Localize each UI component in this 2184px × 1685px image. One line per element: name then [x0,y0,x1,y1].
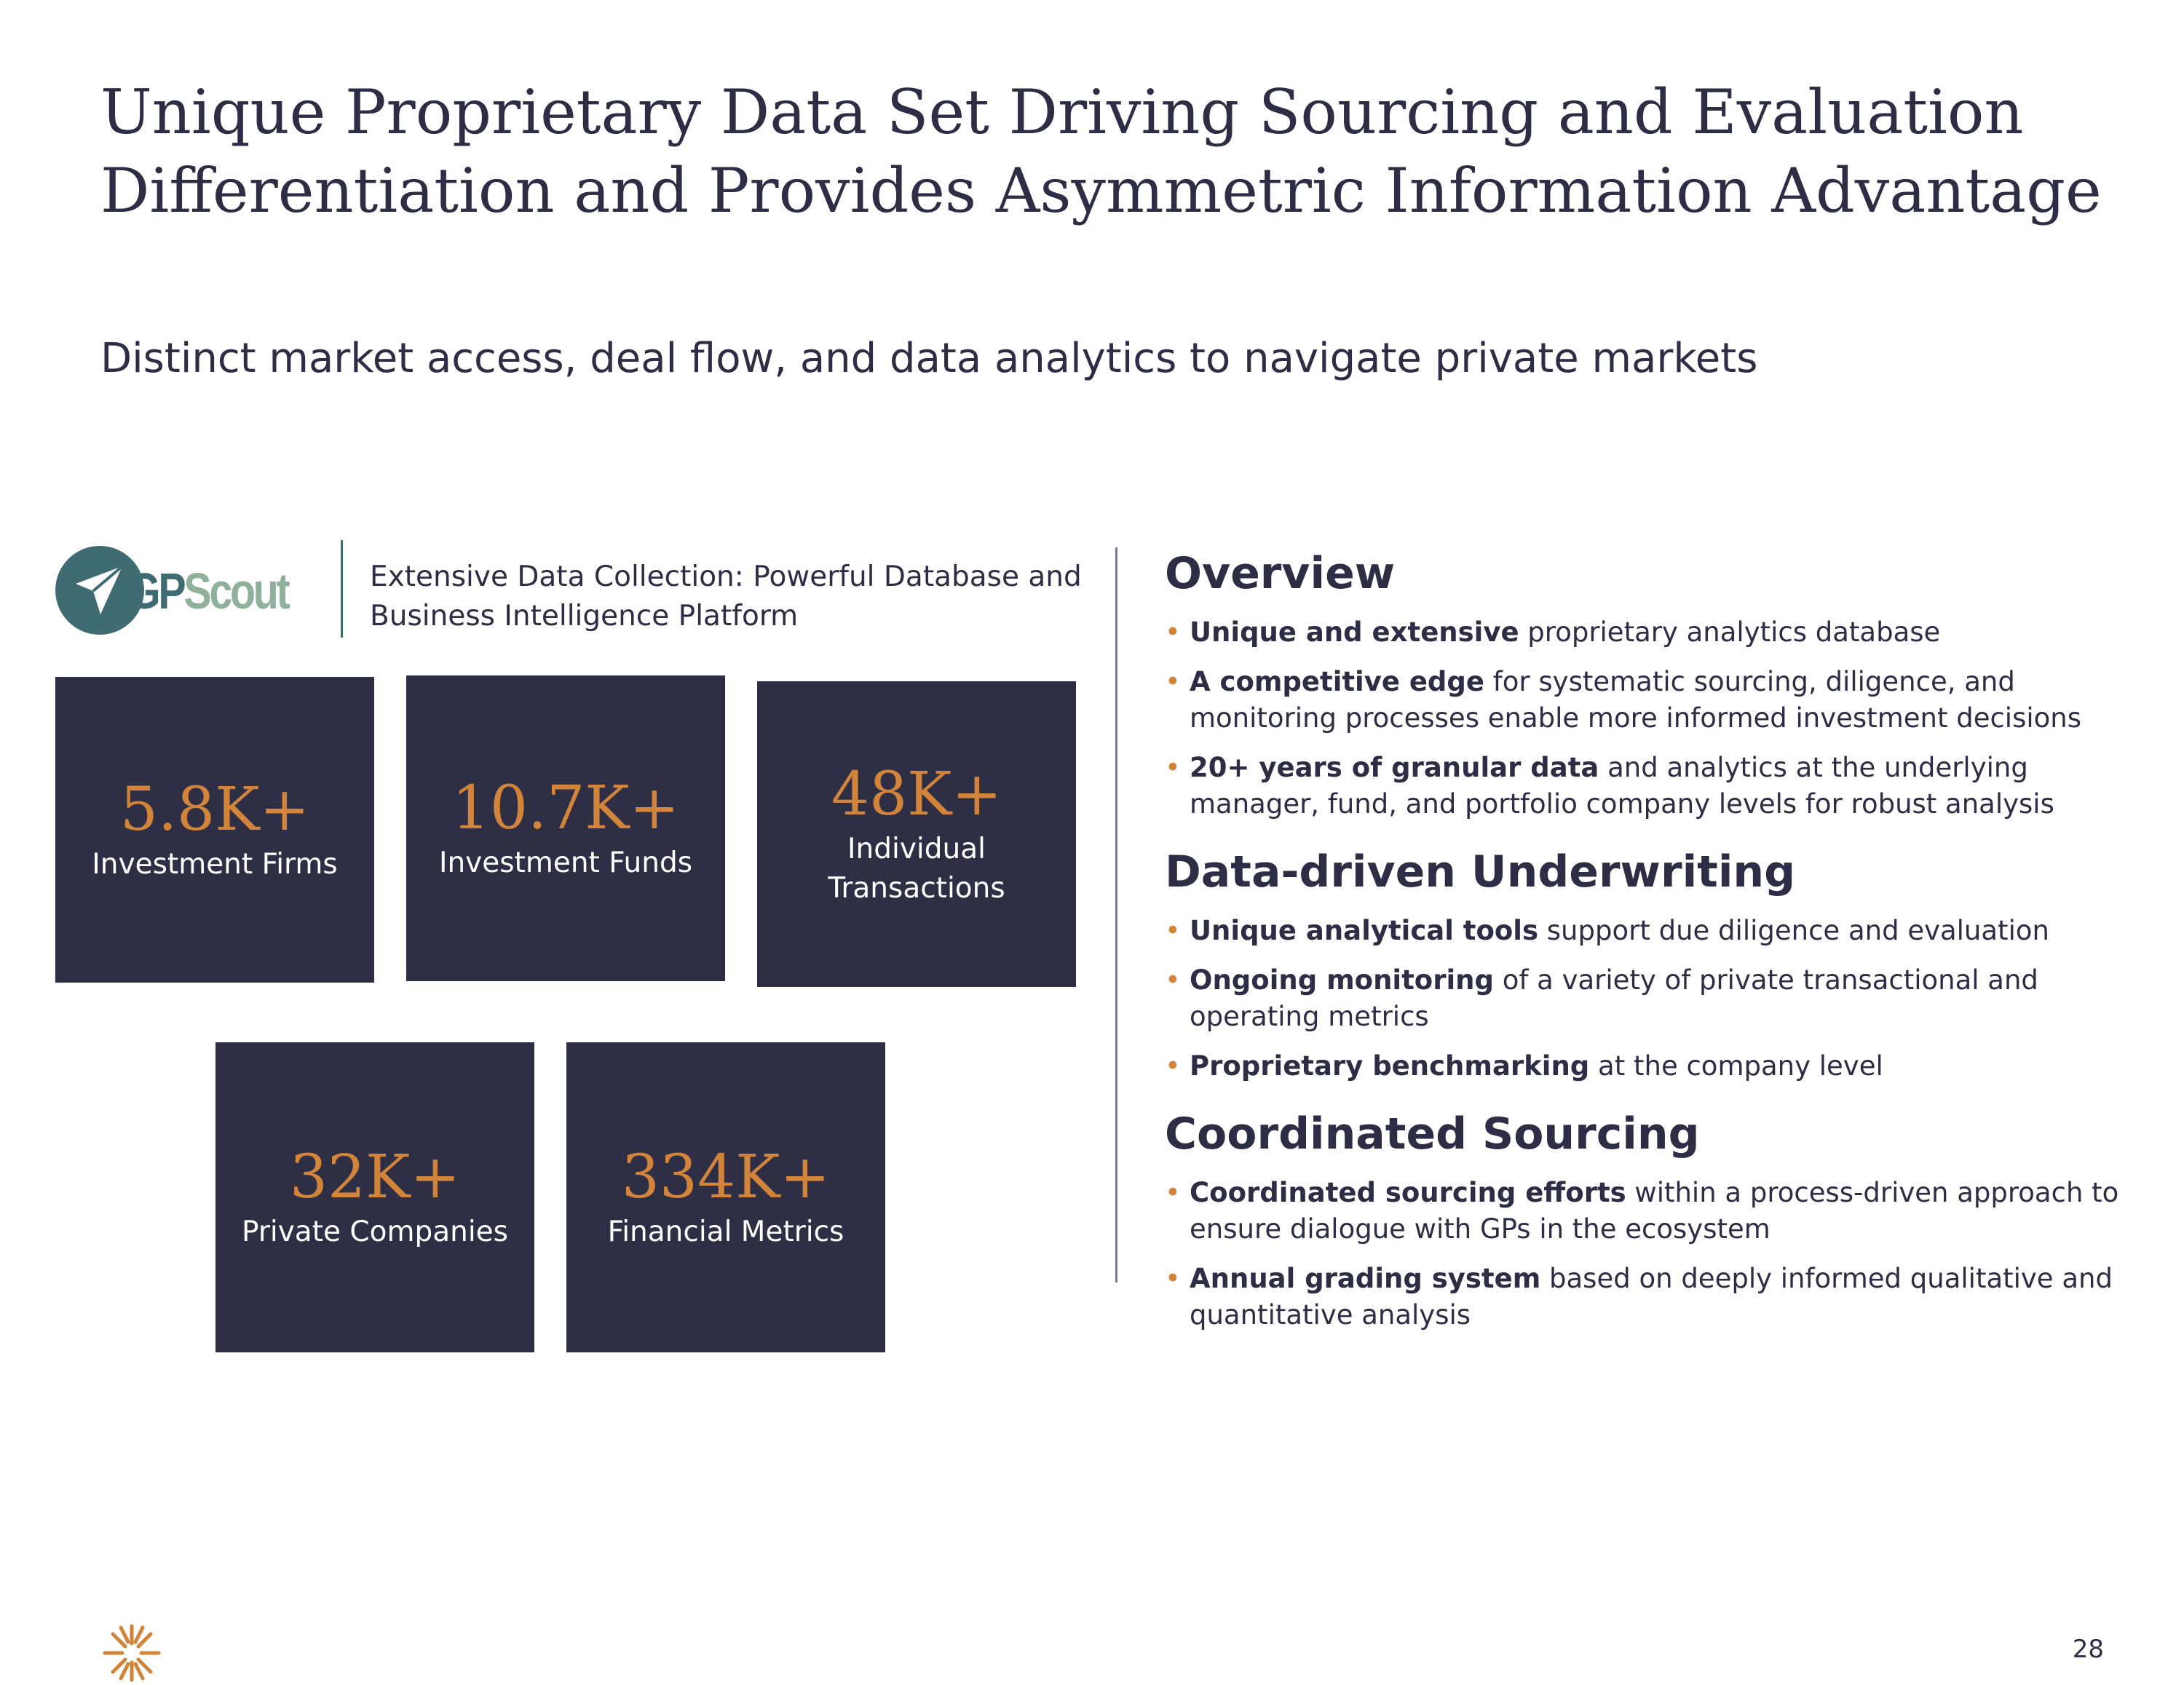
bullet-bold: A competitive edge [1190,666,1484,697]
bullet-text: based on deeply informed qualitative and… [1190,1263,2113,1331]
bullet-bold: Unique and extensive [1190,616,1519,648]
bullet-bold: Annual grading system [1190,1263,1541,1294]
bullet-dot: • [1165,752,1181,783]
bullet-dot: • [1165,1263,1181,1294]
bullet-text: and analytics at the underlying manager,… [1190,752,2054,820]
stat-value: 5.8K+ [119,775,310,844]
section-heading: Overview [1165,548,1396,599]
stat-label: Financial Metrics [607,1216,844,1248]
highlights-column: Overview • Unique and extensive proprieta… [1165,544,2140,1354]
paper-plane-icon [55,546,144,635]
stat-tile-investment-firms: 5.8K+ Investment Firms [55,677,374,983]
section-heading: Coordinated Sourcing [1165,1109,1700,1159]
bullet-bold: Ongoing monitoring [1190,964,1494,996]
page-subtitle: Distinct market access, deal flow, and d… [100,335,1758,382]
bullet-bold: Coordinated sourcing efforts [1190,1177,1626,1208]
list-item: • Ongoing monitoring of a variety of priv… [1165,962,2140,1035]
logo-description: Extensive Data Collection: Powerful Data… [370,560,1082,633]
stat-value: 48K+ [831,760,1002,829]
stat-label: Investment Firms [92,848,338,881]
bullet-list: • Unique and extensive proprietary analyt… [1165,614,2140,822]
stat-value: 32K+ [289,1143,461,1212]
stat-value: 10.7K+ [451,774,680,843]
bullet-list: • Coordinated sourcing efforts within a p… [1165,1175,2140,1333]
logo-divider [341,540,343,638]
stat-tile-financial-metrics: 334K+ Financial Metrics [566,1042,885,1352]
page-title-line-2: Differentiation and Provides Asymmetric … [100,155,2102,226]
page-title: Unique Proprietary Data Set Driving Sour… [100,73,2110,230]
section-data-driven-underwriting: Data-driven Underwriting • Unique analyti… [1165,843,2140,1085]
stat-value: 334K+ [621,1143,831,1212]
bullet-text: at the company level [1589,1050,1883,1082]
bullet-text: of a variety of private transactional an… [1190,964,2038,1032]
list-item: • Unique and extensive proprietary analyt… [1165,614,2140,651]
starburst-logo-icon [99,1620,165,1685]
gpscout-logo: GPScout [55,544,317,639]
gpscout-wordmark-scout: Scout [183,563,290,619]
bullet-text: for systematic sourcing, diligence, and … [1190,666,2082,734]
page-title-line-1: Unique Proprietary Data Set Driving Sour… [100,76,2024,148]
bullet-dot: • [1165,1177,1181,1208]
bullet-text: support due diligence and evaluation [1538,915,2049,946]
list-item: • Proprietary benchmarking at the company… [1165,1048,2140,1085]
bullet-text: proprietary analytics database [1519,616,1941,648]
stat-label: Private Companies [242,1216,508,1248]
stat-tile-individual-transactions: 48K+ Individual Transactions [757,681,1076,987]
bullet-dot: • [1165,964,1181,996]
section-coordinated-sourcing: Coordinated Sourcing • Coordinated sourci… [1165,1105,2140,1333]
list-item: • Annual grading system based on deeply i… [1165,1261,2140,1333]
bullet-dot: • [1165,666,1181,697]
stat-label: Investment Funds [438,847,693,879]
page-number: 28 [2072,1635,2104,1664]
stat-label: Individual Transactions [828,833,1005,905]
bullet-bold: 20+ years of granular data [1190,752,1599,783]
list-item: • Unique analytical tools support due dil… [1165,913,2140,949]
list-item: • A competitive edge for systematic sourc… [1165,664,2140,737]
bullet-text: within a process-driven approach to ensu… [1190,1177,2119,1245]
bullet-bold: Proprietary benchmarking [1190,1050,1590,1082]
bullet-dot: • [1165,616,1181,648]
stat-tile-private-companies: 32K+ Private Companies [215,1042,534,1352]
section-heading: Data-driven Underwriting [1165,847,1796,897]
bullet-dot: • [1165,915,1181,946]
stat-tile-investment-funds: 10.7K+ Investment Funds [406,675,725,981]
bullet-list: • Unique analytical tools support due dil… [1165,913,2140,1085]
gpscout-wordmark: GPScout [128,562,290,620]
list-item: • 20+ years of granular data and analytic… [1165,750,2140,822]
section-overview: Overview • Unique and extensive proprieta… [1165,544,2140,822]
gpscout-wordmark-gp: GP [128,563,186,619]
bullet-bold: Unique analytical tools [1190,915,1539,946]
list-item: • Coordinated sourcing efforts within a p… [1165,1175,2140,1248]
column-divider [1115,547,1117,1282]
bullet-dot: • [1165,1050,1181,1082]
